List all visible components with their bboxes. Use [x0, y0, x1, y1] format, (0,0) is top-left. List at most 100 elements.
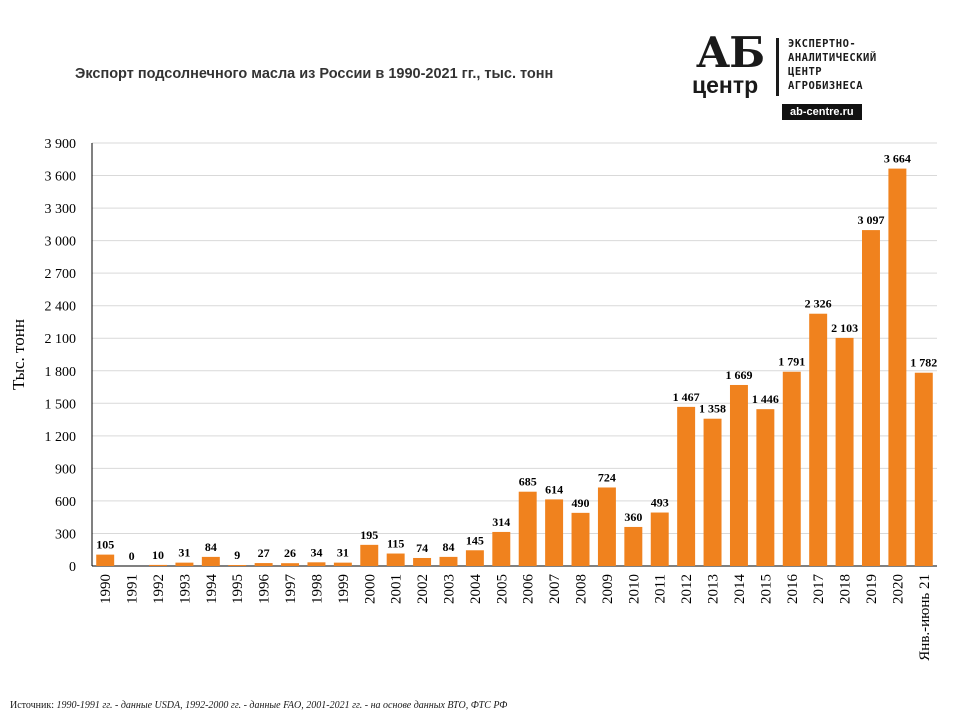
y-tick-label: 600 [55, 495, 76, 510]
logo-website: ab-centre.ru [782, 104, 862, 120]
bar [175, 562, 194, 566]
data-label: 3 664 [884, 152, 911, 166]
x-tick-label: 2005 [494, 574, 510, 604]
x-tick-label: 2013 [706, 574, 722, 604]
x-tick-label: 1995 [230, 574, 246, 604]
data-label: 105 [96, 538, 114, 552]
bar [386, 553, 405, 566]
y-tick-label: 1 500 [45, 397, 77, 412]
data-label: 195 [360, 528, 378, 542]
data-label: 685 [519, 475, 537, 489]
data-label: 115 [387, 537, 404, 551]
bar [333, 562, 352, 566]
bar [228, 565, 247, 566]
data-label: 2 103 [831, 321, 858, 335]
x-tick-label: 2012 [679, 574, 695, 604]
source-label: Источник: [10, 700, 55, 711]
x-tick-label: 1991 [125, 574, 141, 604]
chart-title: Экспорт подсолнечного масла из России в … [75, 66, 554, 82]
x-tick-label: 2014 [732, 574, 748, 605]
x-tick-label: 2019 [864, 574, 880, 604]
data-label: 31 [337, 546, 349, 560]
logo-mark-top: АБ [696, 28, 765, 77]
bar [782, 371, 801, 566]
logo-line-3: ЦЕНТР [788, 66, 823, 78]
data-label: 360 [624, 510, 642, 524]
x-tick-label: Янв.-июнь 21 [917, 574, 933, 661]
data-label: 10 [152, 548, 164, 562]
y-tick-label: 3 000 [45, 235, 77, 250]
x-tick-label: 1997 [283, 574, 299, 605]
bar [888, 168, 907, 566]
data-label: 74 [416, 541, 428, 555]
bar [597, 487, 616, 566]
x-tick-label: 1999 [336, 574, 352, 604]
bar [201, 556, 220, 566]
source-note: Источник: 1990-1991 гг. - данные USDA, 1… [10, 700, 507, 711]
x-tick-label: 1996 [257, 574, 273, 605]
bar [914, 372, 933, 566]
x-tick-label: 2015 [758, 574, 774, 604]
x-tick-label: 2009 [600, 574, 616, 604]
data-label: 9 [234, 548, 240, 562]
logo-line-4: АГРОБИЗНЕСА [788, 80, 864, 92]
data-label: 84 [442, 540, 454, 554]
x-tick-label: 1992 [151, 574, 167, 604]
data-label: 724 [598, 470, 616, 484]
data-label: 3 097 [857, 213, 884, 227]
bar [650, 512, 669, 566]
x-tick-label: 2010 [626, 574, 642, 604]
bar [729, 384, 748, 566]
x-tick-label: 2003 [441, 574, 457, 604]
bar [413, 557, 432, 566]
y-tick-label: 2 700 [45, 267, 77, 282]
y-tick-label: 1 800 [45, 365, 77, 380]
y-tick-label: 0 [69, 560, 76, 575]
bar [624, 526, 643, 566]
x-tick-label: 1990 [98, 574, 114, 604]
bar [149, 564, 167, 566]
x-tick-label: 2002 [415, 574, 431, 604]
data-label: 1 467 [673, 390, 700, 404]
x-tick-label: 2011 [653, 574, 669, 603]
bar [809, 313, 828, 566]
bar [835, 337, 854, 566]
y-tick-label: 1 200 [45, 430, 77, 445]
logo-line-1: ЭКСПЕРТНО- [788, 38, 857, 50]
ab-centre-logo: АБ центр ЭКСПЕРТНО- АНАЛИТИЧЕСКИЙ ЦЕНТР … [690, 28, 930, 124]
bar [254, 563, 273, 566]
bar [703, 418, 722, 566]
bar [571, 512, 590, 566]
y-tick-label: 900 [55, 462, 76, 477]
logo-line-2: АНАЛИТИЧЕСКИЙ [788, 52, 877, 64]
data-label: 614 [545, 482, 563, 496]
x-tick-label: 2001 [389, 574, 405, 604]
bar [545, 499, 564, 566]
logo-mark-bottom: центр [692, 72, 759, 98]
y-tick-label: 3 300 [45, 202, 77, 217]
y-axis-title: Тыс. тонн [9, 319, 28, 390]
data-label: 1 782 [910, 356, 937, 370]
data-label: 31 [178, 546, 190, 560]
bar [281, 563, 300, 566]
x-tick-label: 2017 [811, 574, 827, 605]
bar [465, 550, 484, 566]
x-tick-label: 2006 [521, 574, 537, 605]
bar [307, 562, 326, 566]
x-tick-label: 2000 [362, 574, 378, 604]
data-label: 27 [258, 546, 270, 560]
bar [360, 544, 379, 566]
x-tick-label: 2008 [574, 574, 590, 604]
data-label: 490 [572, 496, 590, 510]
data-label: 1 358 [699, 402, 726, 416]
data-label: 34 [310, 545, 322, 559]
x-tick-label: 1998 [309, 574, 325, 604]
x-tick-label: 2016 [785, 574, 801, 605]
data-label: 2 326 [805, 297, 832, 311]
x-tick-label: 2004 [468, 574, 484, 605]
bar [96, 554, 115, 566]
data-label: 0 [129, 549, 135, 563]
bar [677, 406, 696, 566]
data-label: 314 [492, 515, 510, 529]
